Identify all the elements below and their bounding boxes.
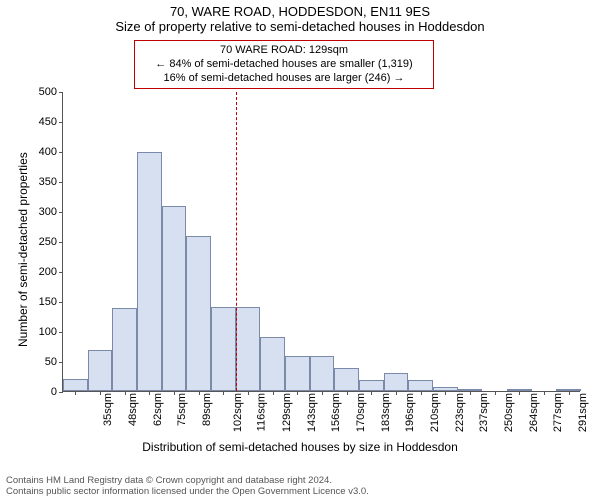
x-tick-mark xyxy=(519,391,520,395)
histogram-bar xyxy=(359,380,384,391)
y-tick-mark xyxy=(59,152,63,153)
callout-line-3: 16% of semi-detached houses are larger (… xyxy=(141,72,427,86)
x-tick-mark xyxy=(371,391,372,395)
x-tick-mark xyxy=(149,391,150,395)
x-tick-label: 143sqm xyxy=(306,393,318,432)
x-tick-label: 291sqm xyxy=(577,393,589,432)
footer-line-2: Contains public sector information licen… xyxy=(6,487,594,498)
x-tick-label: 183sqm xyxy=(380,393,392,432)
y-tick-mark xyxy=(59,362,63,363)
x-tick-mark xyxy=(396,391,397,395)
x-tick-label: 35sqm xyxy=(102,393,114,426)
y-tick-mark xyxy=(59,392,63,393)
x-tick-mark xyxy=(248,391,249,395)
x-tick-mark xyxy=(569,391,570,395)
x-tick-label: 223sqm xyxy=(454,393,466,432)
histogram-bar xyxy=(408,380,433,391)
x-tick-mark xyxy=(100,391,101,395)
x-tick-label: 156sqm xyxy=(330,393,342,432)
callout-line-1: 70 WARE ROAD: 129sqm xyxy=(141,44,427,58)
histogram-bar xyxy=(211,307,236,391)
x-tick-label: 62sqm xyxy=(152,393,164,426)
x-tick-mark xyxy=(421,391,422,395)
histogram-bar xyxy=(384,373,409,391)
attribution-footer: Contains HM Land Registry data © Crown c… xyxy=(0,476,600,498)
x-tick-mark xyxy=(223,391,224,395)
x-tick-label: 89sqm xyxy=(201,393,213,426)
x-tick-label: 277sqm xyxy=(552,393,564,432)
x-tick-label: 264sqm xyxy=(528,393,540,432)
title-address: 70, WARE ROAD, HODDESDON, EN11 9ES xyxy=(0,4,600,19)
x-tick-mark xyxy=(322,391,323,395)
x-tick-mark xyxy=(125,391,126,395)
histogram-bar xyxy=(186,236,211,391)
histogram-bar xyxy=(285,356,310,391)
y-tick-mark xyxy=(59,92,63,93)
x-tick-mark xyxy=(297,391,298,395)
histogram-bar xyxy=(162,206,187,391)
x-tick-label: 116sqm xyxy=(256,393,268,431)
x-tick-mark xyxy=(544,391,545,395)
x-tick-mark xyxy=(495,391,496,395)
callout-line-2: ← 84% of semi-detached houses are smalle… xyxy=(141,58,427,72)
x-tick-mark xyxy=(470,391,471,395)
histogram-bar xyxy=(112,308,137,391)
y-tick-mark xyxy=(59,332,63,333)
histogram-bar xyxy=(88,350,113,391)
histogram-bar xyxy=(137,152,162,391)
x-tick-mark xyxy=(445,391,446,395)
histogram-bar xyxy=(334,368,359,391)
x-tick-label: 170sqm xyxy=(355,393,367,432)
histogram-bar xyxy=(260,337,285,391)
x-tick-label: 102sqm xyxy=(232,393,244,432)
y-tick-mark xyxy=(59,212,63,213)
y-tick-mark xyxy=(59,302,63,303)
histogram-bar xyxy=(310,356,335,391)
title-subtitle: Size of property relative to semi-detach… xyxy=(0,19,600,34)
y-tick-mark xyxy=(59,242,63,243)
y-axis-label: Number of semi-detached properties xyxy=(16,152,30,347)
x-tick-label: 196sqm xyxy=(404,393,416,432)
histogram-bar xyxy=(236,307,261,391)
x-tick-mark xyxy=(75,391,76,395)
y-tick-mark xyxy=(59,272,63,273)
x-tick-mark xyxy=(199,391,200,395)
x-tick-mark xyxy=(347,391,348,395)
x-tick-label: 237sqm xyxy=(478,393,490,432)
y-tick-mark xyxy=(59,182,63,183)
y-tick-mark xyxy=(59,122,63,123)
histogram-plot: 05010015020025030035040045050035sqm48sqm… xyxy=(62,92,580,392)
chart-titles: 70, WARE ROAD, HODDESDON, EN11 9ES Size … xyxy=(0,0,600,34)
x-axis-label: Distribution of semi-detached houses by … xyxy=(0,440,600,454)
property-callout: 70 WARE ROAD: 129sqm ← 84% of semi-detac… xyxy=(134,40,434,89)
x-tick-label: 75sqm xyxy=(176,393,188,426)
x-tick-label: 250sqm xyxy=(503,393,515,432)
x-tick-mark xyxy=(273,391,274,395)
x-tick-label: 129sqm xyxy=(281,393,293,432)
reference-line xyxy=(236,92,237,391)
x-tick-mark xyxy=(174,391,175,395)
x-tick-label: 210sqm xyxy=(429,393,441,432)
histogram-bar xyxy=(63,379,88,391)
x-tick-label: 48sqm xyxy=(127,393,139,426)
